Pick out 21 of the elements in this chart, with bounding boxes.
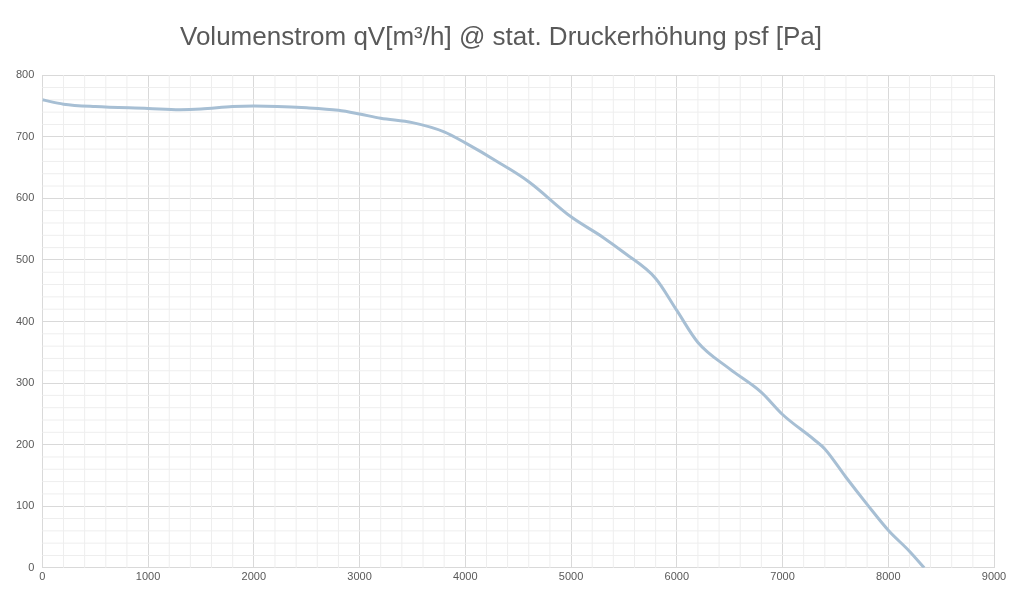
y-tick-label: 700 (15, 129, 35, 142)
y-tick-label: 600 (15, 191, 35, 204)
x-tick-label: 0 (39, 570, 46, 583)
x-tick-label: 1000 (135, 570, 161, 583)
y-tick-label: 500 (15, 252, 35, 265)
y-tick-label: 800 (15, 68, 35, 81)
x-tick-label: 3000 (347, 570, 372, 583)
y-tick-label: 400 (15, 314, 35, 327)
x-tick-label: 6000 (664, 570, 690, 583)
x-tick-label: 7000 (770, 570, 795, 583)
x-tick-label: 4000 (453, 570, 478, 583)
line-series (42, 98, 926, 568)
y-tick-label: 0 (28, 560, 35, 573)
y-tick-label: 300 (15, 376, 35, 389)
x-tick-label: 2000 (241, 570, 267, 583)
x-tick-label: 9000 (981, 570, 1007, 583)
y-tick-label: 200 (15, 437, 35, 450)
chart-title: Volumenstrom qV[m³/h] @ stat. Druckerhöhung psf [Pa] (179, 20, 823, 51)
y-tick-label: 100 (15, 499, 35, 512)
x-tick-label: 5000 (558, 570, 584, 583)
x-tick-label: 8000 (876, 570, 901, 583)
